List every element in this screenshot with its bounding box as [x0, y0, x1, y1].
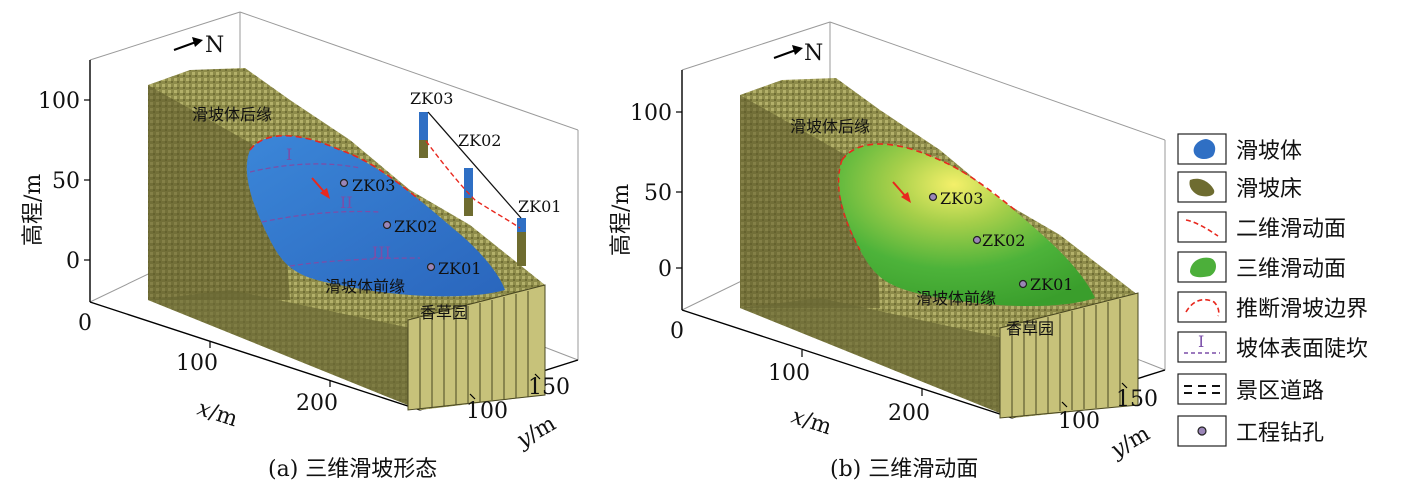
y-axis-label-a: y/m	[512, 411, 561, 454]
x-tick-b-200: 200	[888, 401, 930, 426]
legend-label-3d-slip: 三维滑动面	[1236, 257, 1346, 282]
north-arrow-b	[773, 45, 803, 59]
slide-direction-arrow-a	[311, 177, 330, 199]
legend-scarp-symbol: I	[1198, 332, 1204, 351]
borehole-label-a-3: ZK01	[438, 259, 481, 278]
legend-label-slide-bed: 滑坡床	[1236, 177, 1302, 202]
borehole-label-a-1: ZK03	[352, 176, 395, 195]
legend: 滑坡体 滑坡床 二维滑动面 三维滑动面 推断滑坡边界 I 坡体表面陡坎 景区道路…	[1177, 133, 1368, 447]
z-tick-a-50: 50	[52, 169, 80, 194]
borehole-label-a-2: ZK02	[394, 217, 437, 236]
borehole-label-b-3: ZK01	[1030, 275, 1073, 294]
legend-swatch-3d-slip	[1190, 257, 1216, 278]
borehole-label-b-2: ZK02	[982, 231, 1025, 250]
panel-a: I II III ZK03 ZK02 ZK01 ZK03 ZK02	[21, 11, 579, 482]
legend-label-road: 景区道路	[1236, 379, 1324, 404]
garden-block-b	[999, 292, 1139, 419]
legend-label-boundary: 推断滑坡边界	[1236, 297, 1368, 322]
north-label-a: N	[205, 33, 224, 58]
legend-label-slide-body: 滑坡体	[1236, 139, 1302, 164]
borehole-marker-b-1	[928, 192, 938, 202]
front-edge-label-a: 滑坡体前缘	[325, 277, 405, 296]
garden-label-b: 香草园	[1006, 319, 1054, 338]
panel-b: ZK03 ZK02 ZK01 滑坡体后缘 滑坡体前缘 香草园 N 100 50 …	[609, 21, 1166, 482]
north-arrow-a	[173, 37, 203, 51]
inset-columns-a	[419, 111, 526, 266]
legend-label-scarp: 坡体表面陡坎	[1236, 337, 1368, 362]
x-tick-b-0: 0	[670, 319, 684, 344]
y-tick-b-100: 100	[1058, 409, 1100, 434]
scarps-a	[249, 163, 421, 267]
slide-direction-arrow-b	[892, 181, 911, 203]
y-tick-a-100: 100	[466, 399, 508, 424]
borehole-marker-b-3	[1018, 279, 1028, 289]
x-tick-a-100: 100	[176, 351, 218, 376]
front-edge-label-b: 滑坡体前缘	[916, 289, 996, 308]
garden-block-a	[407, 284, 546, 411]
x-tick-a-200: 200	[296, 391, 338, 416]
z-tick-b-100: 100	[630, 101, 672, 126]
garden-label-a: 香草园	[420, 303, 468, 322]
borehole-marker-b-2	[972, 235, 982, 245]
legend-label-borehole: 工程钻孔	[1236, 421, 1324, 446]
inset-label-a-1: ZK03	[410, 89, 453, 108]
boundary-line-b	[841, 143, 1016, 211]
legend-swatch-road	[1184, 385, 1220, 394]
y-tick-b-150: 150	[1116, 387, 1158, 412]
x-axis-label-a: x/m	[194, 396, 241, 432]
borehole-marker-a-2	[382, 220, 392, 230]
legend-swatch-2d-slip	[1185, 219, 1219, 237]
y-tick-a-150: 150	[528, 375, 570, 400]
legend-swatch-borehole	[1197, 426, 1207, 436]
borehole-marker-a-1	[339, 178, 349, 188]
legend-swatch-boundary	[1185, 298, 1220, 317]
z-tick-b-0: 0	[658, 257, 672, 282]
y-axis-label-b: y/m	[1106, 421, 1155, 464]
z-axis-label-b: 高程/m	[609, 184, 634, 256]
legend-label-2d-slip: 二维滑动面	[1236, 217, 1346, 242]
x-axis-label-b: x/m	[788, 404, 835, 440]
slide-body-a	[246, 135, 506, 297]
scarp-label-a-3: III	[372, 243, 391, 262]
scarp-label-a-1: I	[286, 145, 292, 164]
inset-label-a-2: ZK02	[458, 131, 501, 150]
boundary-line-a	[249, 135, 421, 201]
rear-edge-label-a: 滑坡体后缘	[192, 105, 272, 124]
inset-label-a-3: ZK01	[518, 197, 561, 216]
north-label-b: N	[804, 41, 823, 66]
z-tick-a-0: 0	[66, 249, 80, 274]
caption-b: (b) 三维滑动面	[830, 457, 978, 482]
z-axis-label-a: 高程/m	[21, 174, 46, 246]
caption-a: (a) 三维滑坡形态	[268, 457, 437, 482]
slip-surface-b	[838, 144, 1095, 307]
x-tick-b-100: 100	[768, 361, 810, 386]
z-tick-b-50: 50	[644, 181, 672, 206]
legend-swatch-slide-bed	[1189, 178, 1215, 197]
x-tick-a-0: 0	[78, 311, 92, 336]
z-tick-a-100: 100	[38, 89, 80, 114]
borehole-marker-a-3	[426, 262, 436, 272]
scarp-label-a-2: II	[340, 193, 353, 212]
rear-edge-label-b: 滑坡体后缘	[790, 117, 870, 136]
borehole-label-b-1: ZK03	[940, 189, 983, 208]
legend-swatch-slide-body	[1193, 139, 1216, 159]
